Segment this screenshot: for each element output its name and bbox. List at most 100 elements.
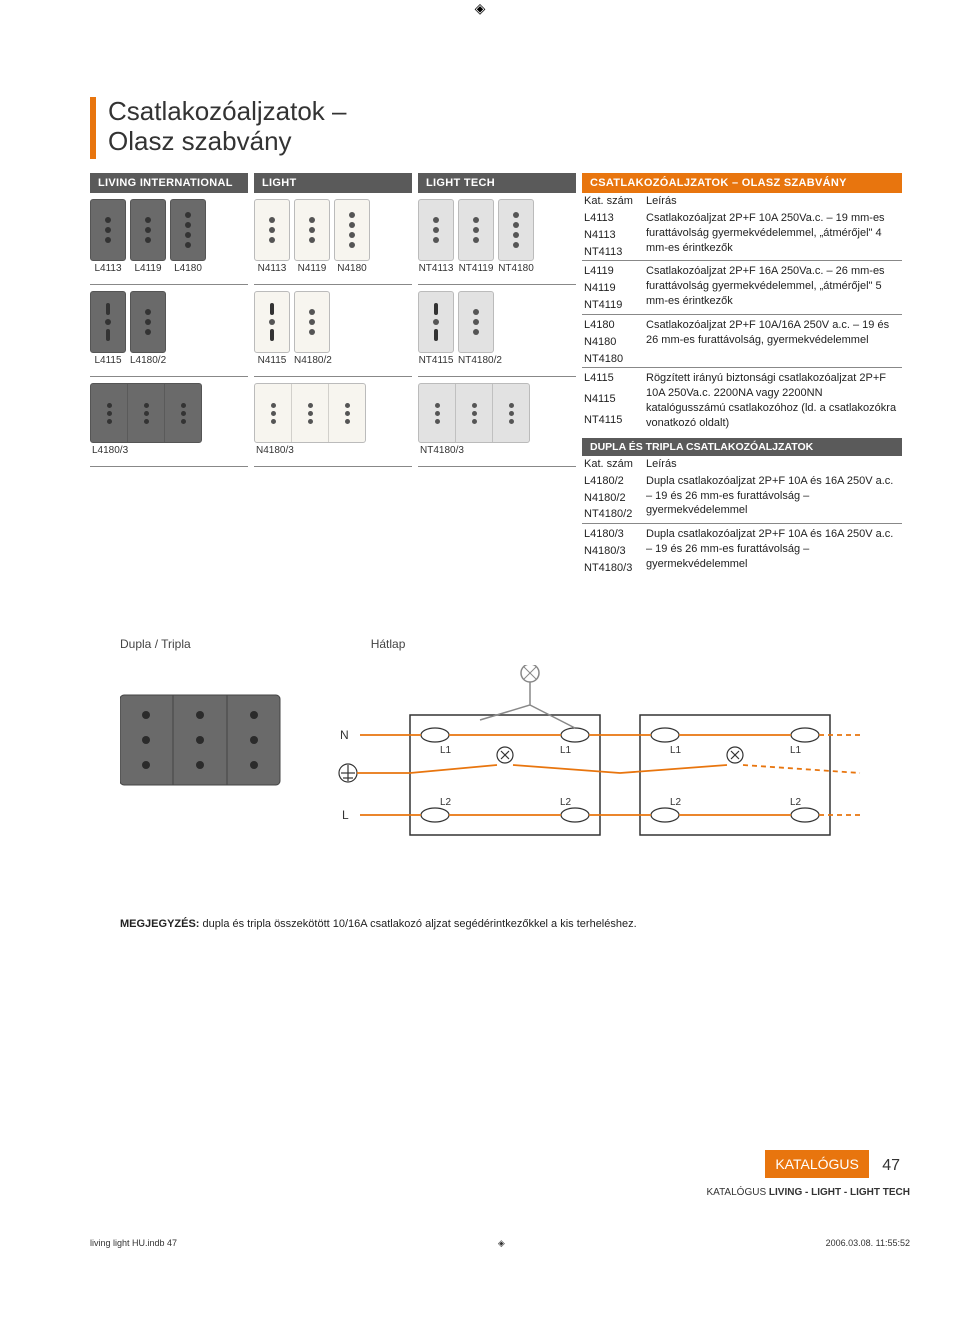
code: N4115 (582, 391, 644, 411)
head-light: LIGHT (254, 173, 412, 193)
svg-text:L2: L2 (670, 797, 682, 808)
crop-mark-top: ◈ (0, 0, 960, 17)
print-file: living light HU.indb 47 (90, 1238, 177, 1249)
socket-L4115 (90, 291, 126, 353)
lbl: NT4180/3 (418, 445, 576, 456)
code: N4180 (582, 334, 644, 351)
socket-NT4180 (498, 199, 534, 261)
lbl: L4119 (130, 263, 166, 274)
title-line2: Olasz szabvány (108, 127, 346, 157)
desc: Rögzített irányú biztonsági csatlakozóal… (644, 368, 902, 432)
svg-text:L1: L1 (790, 745, 802, 756)
lbl: NT4115 (418, 355, 454, 366)
svg-text:L1: L1 (440, 745, 452, 756)
head-intl: LIVING INTERNATIONAL (90, 173, 248, 193)
code: L4113 (582, 210, 644, 227)
code: NT4115 (582, 412, 644, 432)
code: NT4180/2 (582, 506, 644, 523)
socket-N4113 (254, 199, 290, 261)
footer-line-text: KATALÓGUS (706, 1187, 768, 1198)
title-line1: Csatlakozóaljzatok – (108, 97, 346, 127)
code: N4119 (582, 280, 644, 297)
socket-L4119 (130, 199, 166, 261)
desc: Dupla csatlakozóaljzat 2P+F 10A és 16A 2… (644, 524, 902, 577)
footer: KATALÓGUS 47 KATALÓGUS LIVING - LIGHT - … (90, 1150, 910, 1198)
head-duo: DUPLA ÉS TRIPLA CSATLAKOZÓALJZATOK (582, 438, 902, 456)
th-code: Kat. szám (582, 456, 644, 473)
lbl: N4115 (254, 355, 290, 366)
lbl: N4180/3 (254, 445, 412, 456)
main-layout: LIVING INTERNATIONAL L4113 L4119 L4180 L41… (90, 173, 910, 577)
code: N4113 (582, 227, 644, 244)
col-light: LIGHT N4113N4119N4180 N4115N4180/2 N4180… (254, 173, 412, 577)
socket-L4180 (170, 199, 206, 261)
svg-text:L2: L2 (790, 797, 802, 808)
footer-badge: KATALÓGUS (765, 1150, 869, 1178)
th-desc: Leírás (644, 456, 902, 473)
code: NT4180 (582, 351, 644, 368)
col-spec: CSATLAKOZÓALJZATOK – OLASZ SZABVÁNY Kat.… (582, 173, 902, 577)
socket-N4115 (254, 291, 290, 353)
crop-mark-bottom: ◈ (177, 1238, 826, 1249)
code: L4180 (582, 314, 644, 333)
desc: Csatlakozóaljzat 2P+F 16A 250Va.c. – 26 … (644, 261, 902, 315)
title-marker (90, 97, 96, 159)
note-bold: MEGJEGYZÉS: (120, 918, 199, 930)
lbl: L4180/3 (90, 445, 248, 456)
code: L4180/2 (582, 473, 644, 490)
lbl: N4180/2 (294, 355, 330, 366)
svg-text:L2: L2 (560, 797, 572, 808)
svg-text:L1: L1 (560, 745, 572, 756)
svg-text:N: N (340, 728, 349, 742)
svg-text:L: L (342, 808, 349, 822)
socket-L4113 (90, 199, 126, 261)
lbl: NT4180 (498, 263, 534, 274)
socket-N4119 (294, 199, 330, 261)
head-tech: LIGHT TECH (418, 173, 576, 193)
footer-line-bold: LIVING - LIGHT - LIGHT TECH (769, 1187, 910, 1198)
socket-N4180-2 (294, 291, 330, 353)
label-dupla: Dupla / Tripla (120, 637, 191, 651)
socket-NT4180-2 (458, 291, 494, 353)
socket-N4180 (334, 199, 370, 261)
title-block: Csatlakozóaljzatok – Olasz szabvány (90, 97, 910, 159)
print-date: 2006.03.08. 11:55:52 (826, 1238, 910, 1249)
spec-table-main: Kat. számLeírás L4113Csatlakozóaljzat 2P… (582, 193, 902, 432)
print-meta: living light HU.indb 47 ◈ 2006.03.08. 11… (0, 1218, 960, 1259)
lbl: NT4119 (458, 263, 494, 274)
code: L4119 (582, 261, 644, 280)
wiring-diagram: Dupla / Tripla Hátlap (90, 617, 910, 950)
desc: Csatlakozóaljzat 2P+F 10A 250Va.c. – 19 … (644, 210, 902, 261)
code: N4180/2 (582, 490, 644, 507)
desc: Dupla csatlakozóaljzat 2P+F 10A és 16A 2… (644, 473, 902, 524)
socket-L4180-3 (90, 383, 202, 443)
head-spec: CSATLAKOZÓALJZATOK – OLASZ SZABVÁNY (582, 173, 902, 193)
socket-NT4119 (458, 199, 494, 261)
lbl: NT4180/2 (458, 355, 494, 366)
desc: Csatlakozóaljzat 2P+F 10A/16A 250V a.c. … (644, 314, 902, 368)
lbl: NT4113 (418, 263, 454, 274)
socket-NT4115 (418, 291, 454, 353)
th-desc: Leírás (644, 193, 902, 210)
page-number: 47 (872, 1151, 910, 1181)
note: MEGJEGYZÉS: dupla és tripla összekötött … (120, 918, 880, 930)
code: NT4119 (582, 297, 644, 314)
code: L4115 (582, 368, 644, 391)
wiring-svg: L1 L1 L1 L1 L2 L2 L2 L2 N L (120, 665, 880, 885)
page: Csatlakozóaljzatok – Olasz szabvány LIVI… (0, 17, 960, 1218)
lbl: N4119 (294, 263, 330, 274)
socket-NT4113 (418, 199, 454, 261)
lbl: L4180 (170, 263, 206, 274)
label-hatlap: Hátlap (371, 637, 406, 651)
svg-text:L1: L1 (670, 745, 682, 756)
lbl: N4113 (254, 263, 290, 274)
socket-N4180-3 (254, 383, 366, 443)
code: L4180/3 (582, 524, 644, 543)
col-intl: LIVING INTERNATIONAL L4113L4119L4180 L41… (90, 173, 248, 577)
code: NT4113 (582, 244, 644, 261)
lbl: L4115 (90, 355, 126, 366)
code: N4180/3 (582, 543, 644, 560)
socket-NT4180-3 (418, 383, 530, 443)
col-tech: LIGHT TECH NT4113 NT4119 NT4180 NT4115 NT41… (418, 173, 576, 577)
note-text: dupla és tripla összekötött 10/16A csatl… (199, 918, 636, 930)
